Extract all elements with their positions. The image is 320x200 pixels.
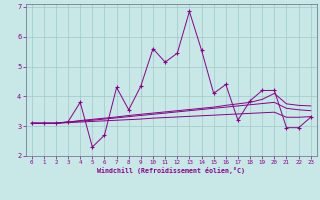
X-axis label: Windchill (Refroidissement éolien,°C): Windchill (Refroidissement éolien,°C) <box>97 167 245 174</box>
